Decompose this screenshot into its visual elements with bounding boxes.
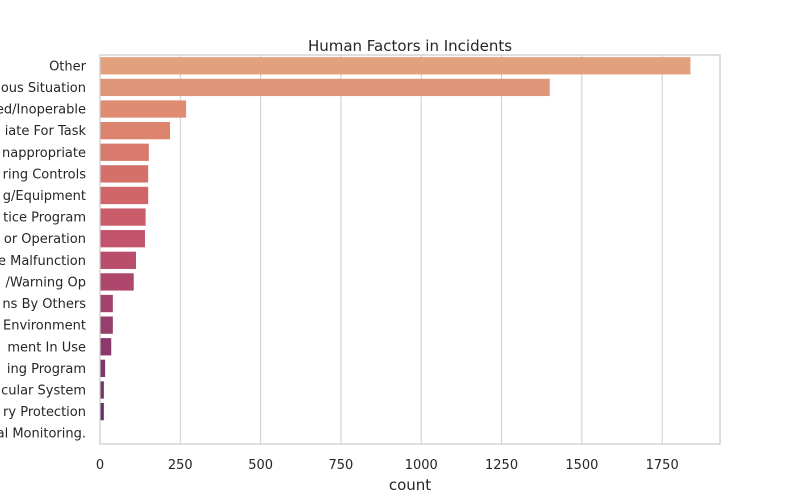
x-tick-label: 1750 bbox=[646, 458, 679, 473]
plot-frame bbox=[99, 54, 721, 445]
x-axis-label: count bbox=[389, 476, 431, 494]
bar bbox=[100, 186, 149, 205]
x-tick-label: 750 bbox=[329, 458, 354, 473]
x-tick-label: 1000 bbox=[405, 458, 438, 473]
bar bbox=[100, 100, 187, 118]
bar bbox=[100, 359, 106, 378]
y-tick-label: al Monitoring. bbox=[0, 427, 86, 442]
bars bbox=[100, 57, 691, 421]
y-tick-label: ns By Others bbox=[2, 297, 86, 312]
x-tick-label: 1500 bbox=[565, 458, 598, 473]
y-tick-label: Environment bbox=[3, 319, 86, 334]
y-tick-label: ry Protection bbox=[3, 405, 86, 420]
bar bbox=[100, 402, 104, 421]
y-tick-label: ous Situation bbox=[1, 81, 86, 96]
bar bbox=[100, 143, 149, 161]
y-tick-label: tice Program bbox=[3, 211, 86, 226]
y-tick-label: ing Program bbox=[7, 362, 86, 377]
bar bbox=[100, 208, 146, 226]
y-tick-label: or Operation bbox=[4, 232, 86, 247]
y-tick-label: /Warning Op bbox=[6, 275, 86, 290]
y-tick-label: nappropriate bbox=[2, 146, 86, 161]
y-tick-label: ment In Use bbox=[7, 340, 86, 355]
x-tick-label: 250 bbox=[168, 458, 193, 473]
bar bbox=[100, 57, 691, 75]
x-tick-label: 500 bbox=[248, 458, 273, 473]
y-tick-labels: Other ous Situation ed/Inoperable iate For … bbox=[0, 59, 87, 441]
chart-title: Human Factors in Incidents bbox=[308, 37, 512, 55]
gridlines bbox=[99, 55, 663, 444]
bar bbox=[100, 165, 149, 183]
y-tick-label: ed/Inoperable bbox=[0, 103, 86, 118]
y-tick-label: g/Equipment bbox=[3, 189, 86, 204]
bar bbox=[100, 121, 171, 140]
bar bbox=[100, 338, 112, 356]
x-tick-label: 0 bbox=[96, 458, 104, 473]
y-tick-label: e Malfunction bbox=[0, 254, 86, 269]
bar bbox=[100, 251, 136, 269]
bar bbox=[100, 316, 113, 334]
bar bbox=[100, 230, 145, 248]
bar bbox=[100, 294, 113, 313]
y-tick-label: cular System bbox=[1, 383, 86, 398]
y-tick-label: iate For Task bbox=[5, 124, 87, 139]
x-tick-labels: 0 250 500 750 1000 1250 1500 1750 bbox=[96, 458, 679, 473]
y-tick-label: ring Controls bbox=[3, 167, 87, 182]
bar bbox=[100, 273, 134, 291]
bar bbox=[100, 381, 104, 399]
y-tick-label: Other bbox=[49, 59, 87, 74]
bar bbox=[100, 78, 550, 97]
x-tick-label: 1250 bbox=[485, 458, 518, 473]
